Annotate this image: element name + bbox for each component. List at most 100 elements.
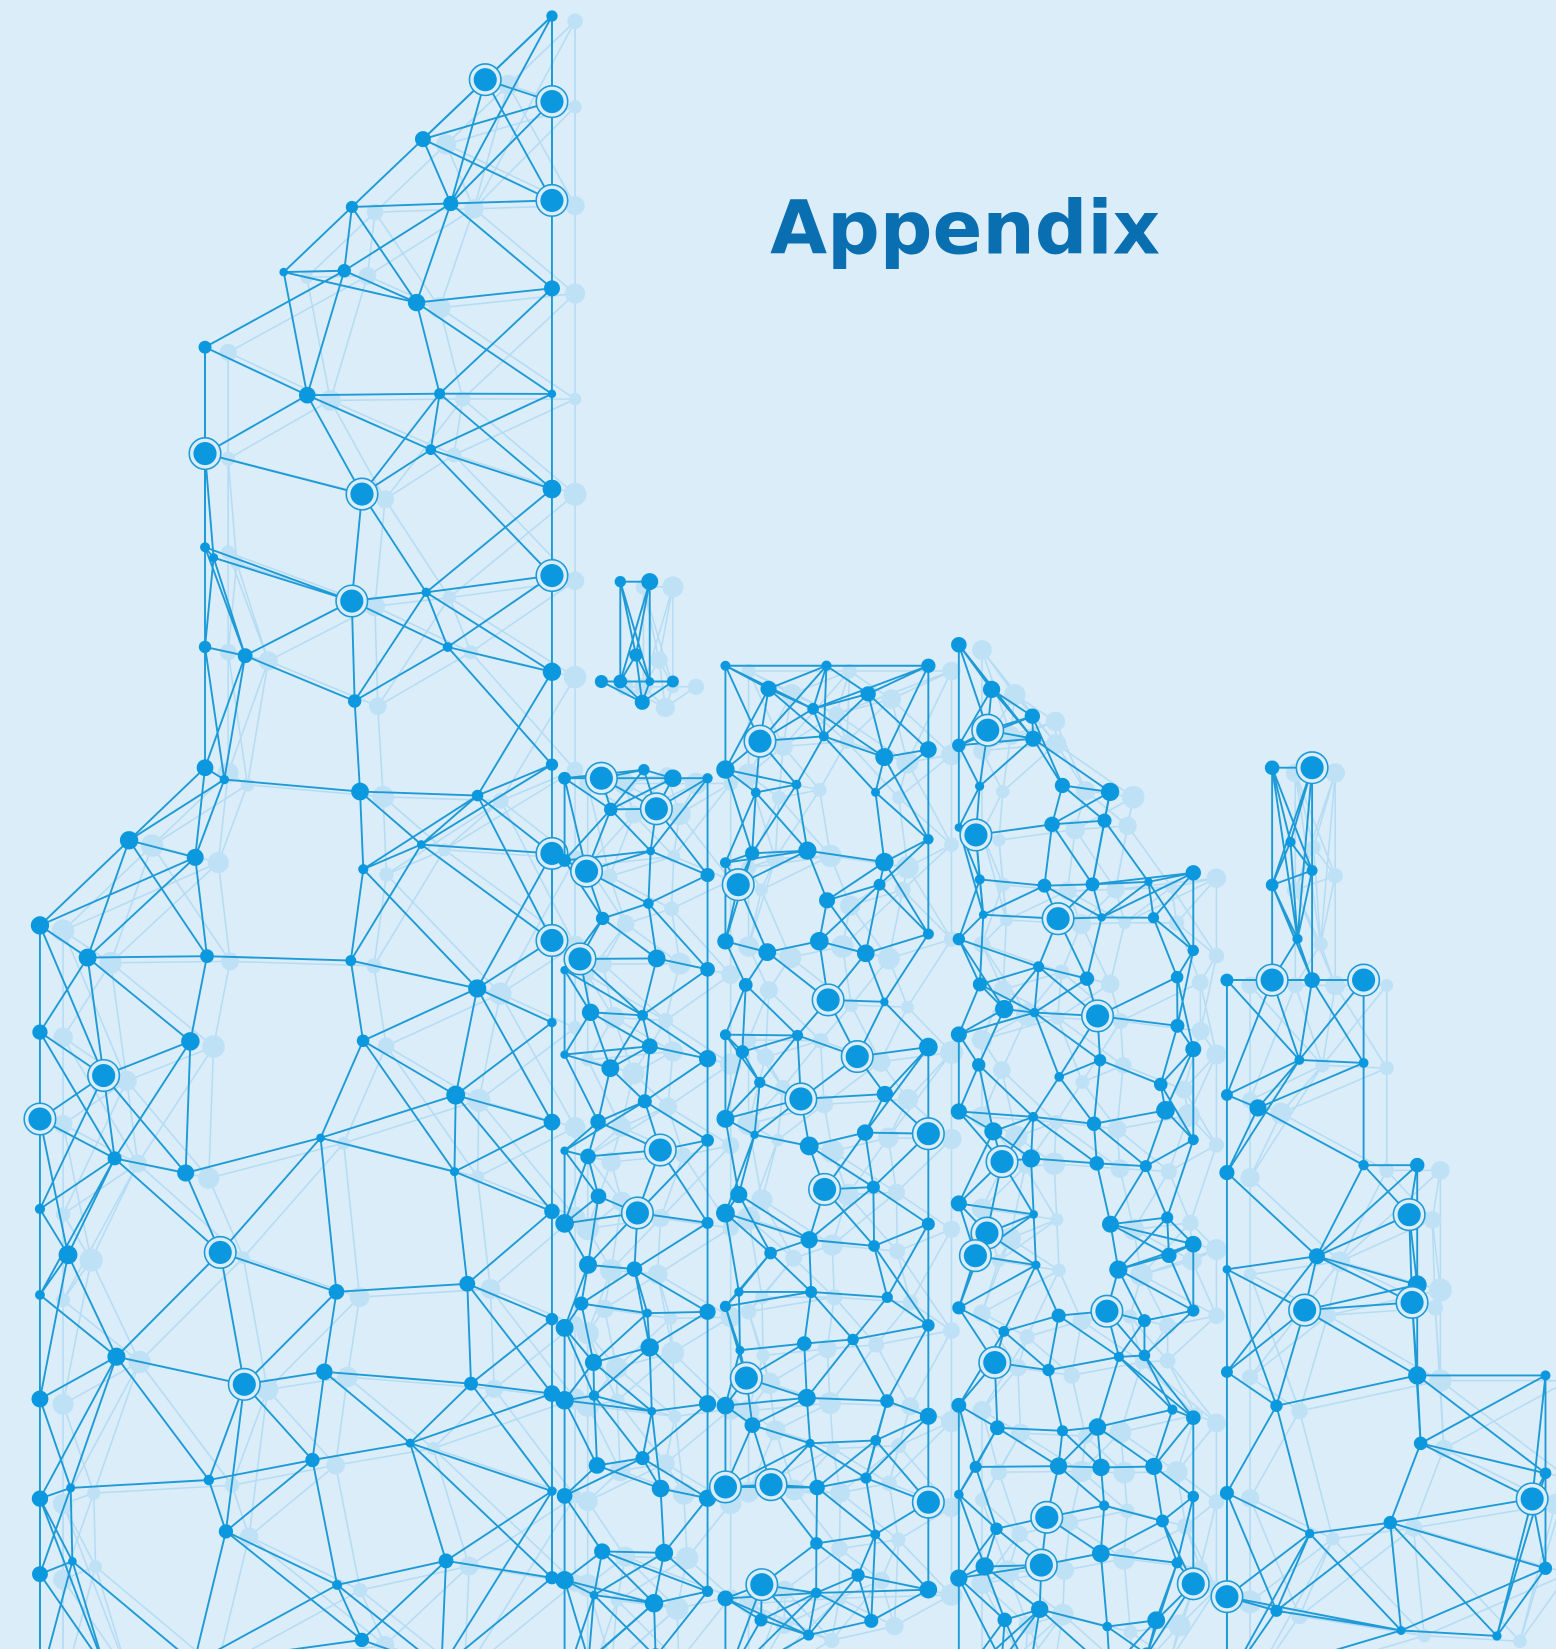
network-node bbox=[439, 1553, 454, 1568]
network-node bbox=[997, 1613, 1011, 1627]
network-node bbox=[995, 1000, 1013, 1018]
network-node bbox=[66, 1483, 75, 1492]
network-node bbox=[1139, 1350, 1151, 1362]
network-node bbox=[443, 642, 453, 652]
network-node bbox=[976, 719, 999, 742]
network-node-shadow bbox=[688, 679, 704, 695]
network-node-shadow bbox=[1046, 734, 1066, 754]
network-node bbox=[92, 1064, 115, 1087]
network-node bbox=[789, 1087, 812, 1110]
network-node-shadow bbox=[972, 1030, 992, 1050]
network-node bbox=[558, 854, 571, 867]
network-node-shadow bbox=[1050, 1213, 1063, 1226]
network-node bbox=[877, 1086, 893, 1102]
network-node-shadow bbox=[326, 1456, 344, 1474]
network-node-shadow bbox=[467, 1089, 490, 1112]
network-node bbox=[952, 1301, 965, 1314]
network-node bbox=[1270, 1605, 1282, 1617]
network-node-shadow bbox=[993, 1061, 1011, 1079]
network-node-shadow bbox=[760, 981, 778, 999]
network-node bbox=[975, 874, 985, 884]
network-node bbox=[544, 1114, 561, 1131]
network-node bbox=[797, 1336, 812, 1351]
network-node-shadow bbox=[1052, 1264, 1065, 1277]
network-node bbox=[635, 1451, 649, 1465]
network-node-shadow bbox=[1427, 1300, 1443, 1316]
network-node bbox=[714, 1475, 737, 1498]
network-node bbox=[540, 929, 563, 952]
network-node-shadow bbox=[741, 1304, 756, 1319]
network-link-shadow bbox=[999, 1471, 1082, 1472]
network-node-shadow bbox=[359, 267, 377, 285]
network-node-shadow bbox=[369, 697, 387, 715]
network-node bbox=[701, 1134, 714, 1147]
network-node bbox=[1186, 1410, 1201, 1425]
network-node bbox=[1147, 1611, 1165, 1629]
network-node bbox=[1410, 1158, 1424, 1172]
network-node bbox=[1044, 817, 1059, 832]
network-node-shadow bbox=[1049, 1115, 1063, 1129]
network-node bbox=[1156, 1101, 1175, 1120]
network-node bbox=[350, 483, 373, 506]
network-node bbox=[984, 1122, 1002, 1140]
network-node-shadow bbox=[944, 837, 959, 852]
network-node-shadow bbox=[568, 100, 581, 113]
network-node bbox=[546, 1313, 558, 1325]
network-node bbox=[1028, 1112, 1038, 1122]
network-node bbox=[720, 661, 730, 671]
network-node-shadow bbox=[993, 834, 1006, 847]
network-node bbox=[209, 553, 218, 562]
network-node-shadow bbox=[595, 1300, 613, 1318]
network-node-shadow bbox=[1101, 975, 1120, 994]
network-node bbox=[700, 868, 714, 882]
network-node-shadow bbox=[1207, 868, 1227, 888]
network-node bbox=[574, 1297, 588, 1311]
network-node bbox=[193, 442, 216, 465]
network-node bbox=[792, 1030, 803, 1041]
network-node bbox=[348, 694, 361, 707]
network-node bbox=[1030, 1554, 1053, 1577]
network-link bbox=[816, 1488, 817, 1544]
network-node bbox=[1052, 1309, 1066, 1323]
network-node bbox=[1294, 1055, 1304, 1065]
network-node-shadow bbox=[898, 1089, 919, 1110]
network-node bbox=[638, 764, 649, 775]
network-node bbox=[351, 783, 369, 801]
network-node bbox=[638, 1094, 652, 1108]
network-node-shadow bbox=[891, 1533, 905, 1547]
network-node bbox=[643, 898, 654, 909]
network-node bbox=[998, 1326, 1009, 1337]
network-node bbox=[1492, 1631, 1501, 1640]
network-node-shadow bbox=[376, 490, 394, 508]
network-node-shadow bbox=[1424, 1211, 1442, 1229]
page: Appendix (() => { const data = JSON.pars… bbox=[0, 0, 1556, 1649]
network-node bbox=[446, 1086, 465, 1105]
network-node bbox=[1090, 1156, 1105, 1171]
network-node bbox=[1292, 934, 1302, 944]
network-node bbox=[32, 1566, 48, 1582]
network-node bbox=[560, 1146, 568, 1154]
network-node bbox=[874, 879, 886, 891]
network-node bbox=[187, 849, 204, 866]
network-link bbox=[976, 1466, 1059, 1467]
network-node bbox=[204, 1475, 214, 1485]
network-node-shadow bbox=[824, 1633, 839, 1648]
network-node bbox=[589, 1457, 606, 1474]
network-node-shadow bbox=[868, 1337, 884, 1353]
network-node bbox=[880, 998, 888, 1006]
network-node bbox=[1301, 756, 1324, 779]
network-node-shadow bbox=[822, 1234, 843, 1255]
network-node bbox=[699, 1050, 716, 1067]
network-node bbox=[1540, 1370, 1550, 1380]
network-node-shadow bbox=[202, 1035, 225, 1058]
network-node bbox=[1270, 1400, 1282, 1412]
network-node bbox=[120, 831, 138, 849]
network-node bbox=[751, 788, 761, 798]
network-node bbox=[219, 1524, 233, 1538]
network-node bbox=[1265, 760, 1280, 775]
network-node bbox=[1022, 1149, 1040, 1167]
network-node bbox=[1029, 1210, 1038, 1219]
network-node-shadow bbox=[972, 640, 992, 660]
network-node bbox=[643, 1309, 652, 1318]
network-node-shadow bbox=[1011, 1526, 1028, 1543]
